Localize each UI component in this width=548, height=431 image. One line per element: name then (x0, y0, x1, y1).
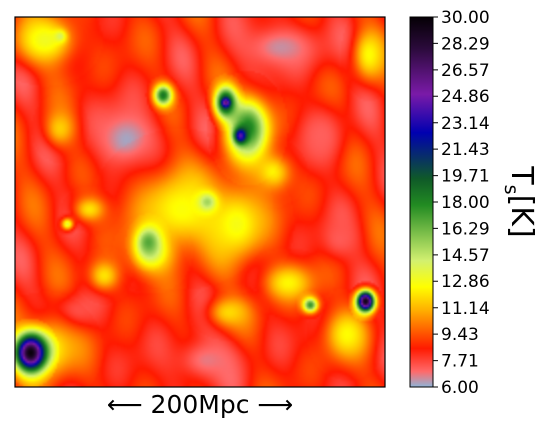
colorbar-tick-label: 30.00 (441, 8, 490, 28)
colorbar-gradient (410, 17, 433, 387)
heatmap-image (15, 17, 385, 387)
colorbar-label: Ts[K] (500, 165, 539, 237)
colorbar-tick-label: 7.71 (441, 352, 479, 372)
colorbar-ticks: 30.00 28.29 26.57 24.86 23.14 21.43 19.71 18.00… (433, 8, 490, 398)
colorbar-tick-label: 24.86 (441, 87, 490, 107)
colorbar-tick-label: 21.43 (441, 140, 490, 160)
heatmap-panel (14, 16, 386, 388)
colorbar-tick-label: 6.00 (441, 378, 479, 398)
colorbar-tick-label: 11.14 (441, 299, 490, 319)
colorbar-tick-label: 9.43 (441, 325, 479, 345)
colorbar-tick-label: 14.57 (441, 246, 490, 266)
colorbar-tick-label: 26.57 (441, 61, 490, 81)
colorbar-tick-label: 16.29 (441, 219, 490, 239)
x-axis-label: ⟵ 200Mpc ⟶ (107, 390, 293, 419)
colorbar-tick-label: 28.29 (441, 34, 490, 54)
heatmap-frame (14, 16, 386, 388)
colorbar-tick-label: 18.00 (441, 193, 490, 213)
colorbar-tick-label: 12.86 (441, 272, 490, 292)
colorbar-label-unit: [K] (504, 195, 539, 238)
colorbar-tick-label: 23.14 (441, 114, 490, 134)
colorbar-tick-label: 19.71 (441, 167, 490, 187)
colorbar-label-sub: s (500, 185, 522, 195)
colorbar-label-main: T (504, 165, 539, 185)
colorbar: 30.00 28.29 26.57 24.86 23.14 21.43 19.71 18.00… (409, 8, 490, 398)
